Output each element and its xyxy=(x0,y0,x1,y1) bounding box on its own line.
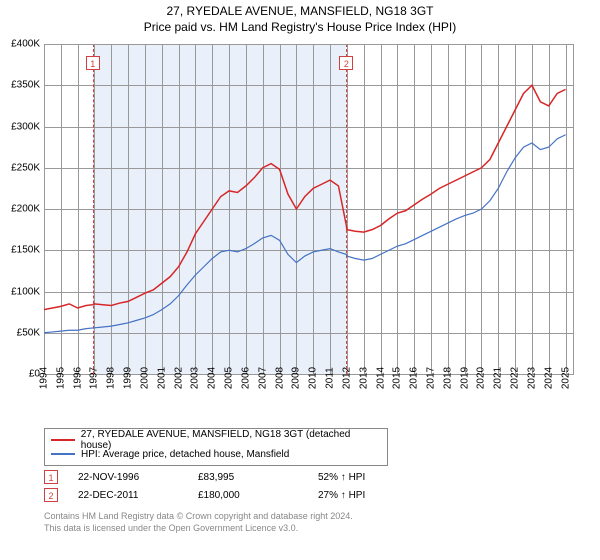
row-marker: 1 xyxy=(44,470,58,484)
date-cell: 22-NOV-1996 xyxy=(78,472,198,483)
footer-line: This data is licensed under the Open Gov… xyxy=(44,522,353,534)
chart-area xyxy=(44,44,574,374)
price-cell: £83,995 xyxy=(198,472,318,483)
table-row: 2 22-DEC-2011 £180,000 27% ↑ HPI xyxy=(44,486,438,504)
arrow-up-icon: ↑ xyxy=(341,472,346,483)
y-tick-label: £200K xyxy=(0,204,40,215)
y-tick-label: £100K xyxy=(0,286,40,297)
legend-swatch xyxy=(51,439,75,441)
chart-container: 27, RYEDALE AVENUE, MANSFIELD, NG18 3GT … xyxy=(0,0,600,560)
legend-swatch xyxy=(51,453,75,455)
y-tick-label: £0 xyxy=(0,369,40,380)
y-tick-label: £350K xyxy=(0,80,40,91)
row-marker: 2 xyxy=(44,488,58,502)
table-row: 1 22-NOV-1996 £83,995 52% ↑ HPI xyxy=(44,468,438,486)
legend-label: HPI: Average price, detached house, Mans… xyxy=(81,449,289,460)
date-cell: 22-DEC-2011 xyxy=(78,490,198,501)
y-tick-label: £400K xyxy=(0,39,40,50)
footer: Contains HM Land Registry data © Crown c… xyxy=(44,510,353,534)
legend-item: 27, RYEDALE AVENUE, MANSFIELD, NG18 3GT … xyxy=(51,433,381,447)
transaction-table: 1 22-NOV-1996 £83,995 52% ↑ HPI 2 22-DEC… xyxy=(44,468,438,504)
price-cell: £180,000 xyxy=(198,490,318,501)
footer-line: Contains HM Land Registry data © Crown c… xyxy=(44,510,353,522)
y-tick-label: £250K xyxy=(0,162,40,173)
title-block: 27, RYEDALE AVENUE, MANSFIELD, NG18 3GT … xyxy=(0,0,600,34)
legend: 27, RYEDALE AVENUE, MANSFIELD, NG18 3GT … xyxy=(44,428,388,466)
page-subtitle: Price paid vs. HM Land Registry's House … xyxy=(0,20,600,34)
arrow-up-icon: ↑ xyxy=(341,490,346,501)
y-tick-label: £50K xyxy=(0,327,40,338)
pct-cell: 27% ↑ HPI xyxy=(318,490,438,501)
pct-cell: 52% ↑ HPI xyxy=(318,472,438,483)
page-title: 27, RYEDALE AVENUE, MANSFIELD, NG18 3GT xyxy=(0,4,600,18)
y-tick-label: £150K xyxy=(0,245,40,256)
y-tick-label: £300K xyxy=(0,121,40,132)
